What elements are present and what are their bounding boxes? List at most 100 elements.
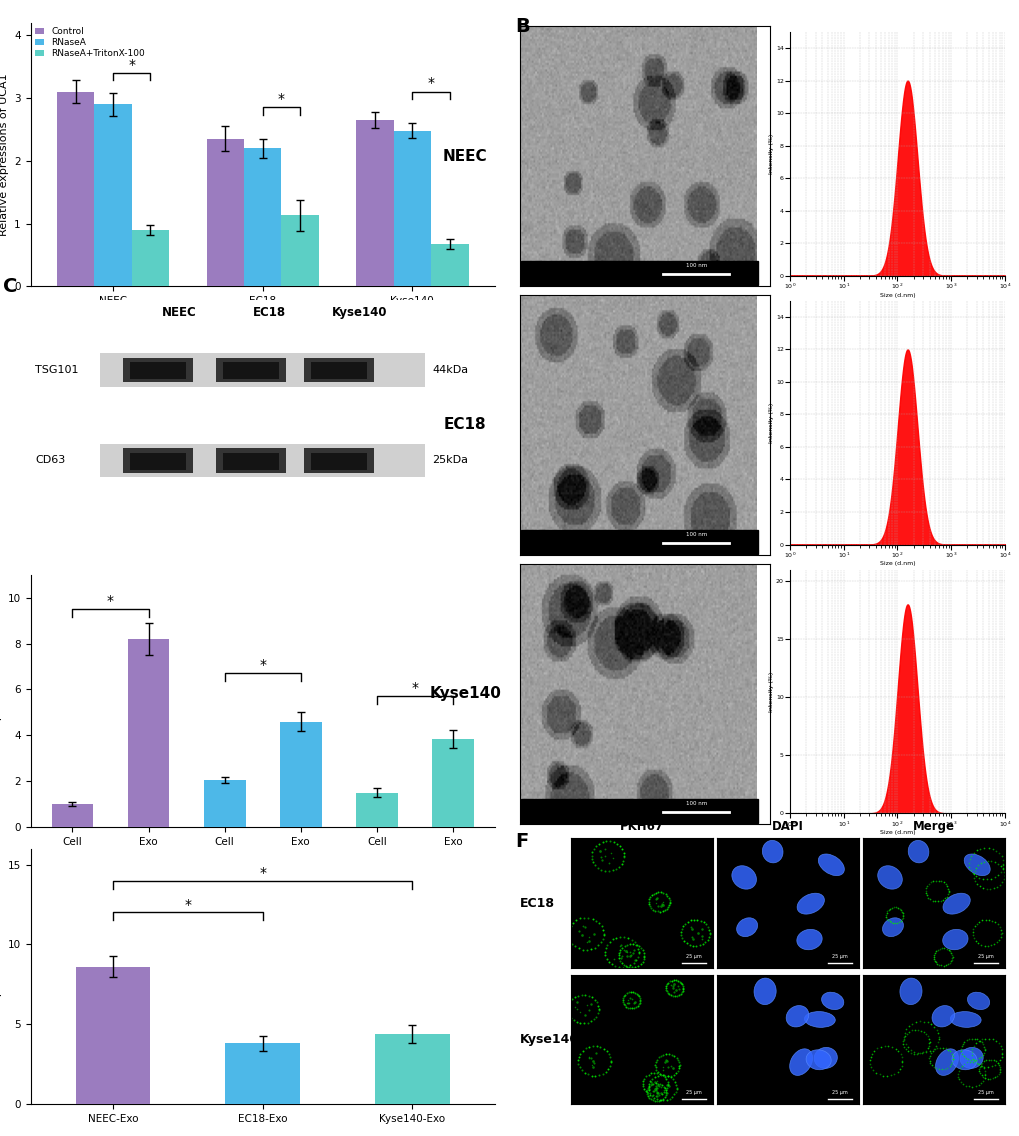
Point bbox=[953, 1056, 969, 1075]
Point bbox=[972, 854, 988, 872]
Point bbox=[975, 853, 991, 871]
Point bbox=[972, 1047, 988, 1066]
Point bbox=[633, 939, 649, 958]
Point bbox=[588, 911, 604, 929]
Point bbox=[596, 846, 612, 864]
Point bbox=[673, 920, 689, 938]
Point bbox=[641, 1084, 657, 1102]
Point bbox=[644, 1086, 660, 1104]
Point bbox=[936, 875, 953, 893]
Point bbox=[582, 995, 598, 1013]
Text: PKH67: PKH67 bbox=[620, 820, 663, 833]
Ellipse shape bbox=[817, 854, 844, 876]
Point bbox=[693, 920, 709, 938]
Point bbox=[658, 886, 675, 904]
Point bbox=[937, 939, 954, 958]
Point bbox=[624, 959, 640, 977]
Point bbox=[862, 1058, 878, 1076]
Point bbox=[568, 993, 584, 1011]
Point bbox=[572, 1044, 588, 1062]
Point bbox=[973, 1053, 989, 1071]
Point bbox=[938, 1059, 955, 1077]
Point bbox=[929, 893, 946, 911]
Point bbox=[995, 862, 1011, 880]
Point bbox=[660, 985, 677, 1003]
Point bbox=[684, 930, 700, 949]
Point bbox=[902, 1041, 918, 1059]
X-axis label: Size (d.nm): Size (d.nm) bbox=[878, 830, 914, 835]
Text: NEEC: NEEC bbox=[162, 307, 197, 319]
Point bbox=[585, 853, 601, 871]
Bar bbox=[521, 531, 757, 553]
Point bbox=[648, 1084, 664, 1102]
Point bbox=[974, 1068, 990, 1086]
Point bbox=[632, 992, 648, 1010]
Point bbox=[967, 859, 983, 877]
Point bbox=[900, 1017, 916, 1035]
Point bbox=[584, 910, 600, 928]
Point bbox=[659, 1067, 676, 1085]
Point bbox=[599, 1060, 615, 1078]
Point bbox=[895, 907, 911, 925]
Point bbox=[681, 936, 697, 954]
Bar bbox=[279, 721, 321, 827]
Point bbox=[938, 955, 955, 974]
Point bbox=[991, 1061, 1008, 1079]
Point bbox=[642, 1072, 658, 1091]
Point bbox=[925, 952, 942, 970]
Point bbox=[944, 1051, 960, 1069]
Point bbox=[669, 971, 686, 989]
Point bbox=[657, 1084, 674, 1102]
Point bbox=[930, 1060, 947, 1078]
Point bbox=[616, 985, 633, 1003]
Bar bbox=[311, 453, 367, 469]
Point bbox=[580, 932, 596, 950]
Point bbox=[580, 987, 596, 1005]
Point bbox=[661, 1089, 678, 1108]
Point bbox=[665, 983, 682, 1001]
Point bbox=[970, 1062, 986, 1080]
Point bbox=[983, 911, 1000, 929]
Text: F: F bbox=[515, 832, 528, 851]
Point bbox=[907, 1013, 923, 1031]
Point bbox=[583, 1012, 599, 1030]
Point bbox=[694, 930, 710, 949]
Point bbox=[655, 1080, 672, 1099]
Point bbox=[934, 957, 951, 975]
Point bbox=[936, 957, 953, 975]
Point bbox=[688, 937, 704, 955]
Point bbox=[678, 934, 694, 952]
Point bbox=[922, 1044, 938, 1062]
Point bbox=[621, 958, 637, 976]
Point bbox=[620, 994, 636, 1012]
Point bbox=[930, 955, 947, 974]
Point bbox=[685, 911, 701, 929]
Point bbox=[586, 991, 602, 1009]
Point bbox=[574, 941, 590, 959]
Point bbox=[669, 977, 686, 995]
Bar bbox=[123, 358, 193, 383]
Point bbox=[895, 1029, 911, 1047]
Point bbox=[590, 936, 606, 954]
Point bbox=[576, 909, 592, 927]
Point bbox=[576, 1014, 592, 1033]
Point bbox=[914, 1043, 930, 1061]
Point bbox=[649, 897, 665, 916]
Point bbox=[940, 883, 956, 901]
Point bbox=[950, 1062, 966, 1080]
Point bbox=[626, 933, 642, 951]
Point bbox=[931, 892, 948, 910]
Point bbox=[615, 941, 632, 959]
Point bbox=[560, 920, 577, 938]
Point bbox=[965, 866, 981, 884]
Point bbox=[588, 1037, 604, 1055]
Point bbox=[615, 928, 632, 946]
Point bbox=[615, 987, 632, 1005]
Ellipse shape bbox=[881, 918, 903, 936]
Point bbox=[973, 911, 989, 929]
Point bbox=[683, 920, 699, 938]
Point bbox=[579, 1013, 595, 1031]
Point bbox=[630, 986, 646, 1004]
Point bbox=[925, 950, 942, 968]
Point bbox=[975, 1069, 991, 1087]
